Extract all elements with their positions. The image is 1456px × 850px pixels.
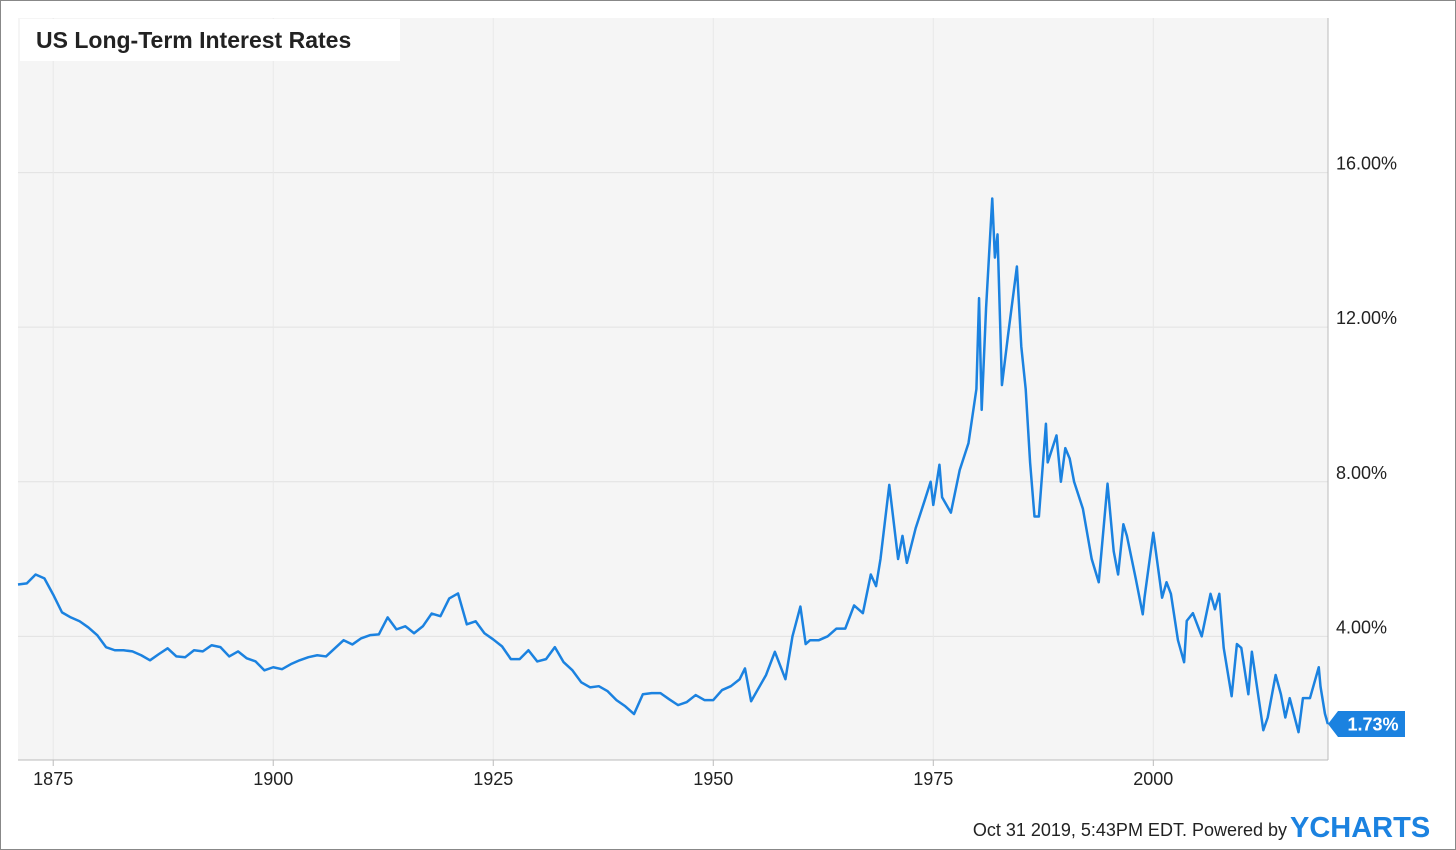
x-tick-label: 1975 [913,769,953,789]
y-tick-label: 12.00% [1336,308,1397,328]
grid [18,18,1328,760]
x-tick-label: 1950 [693,769,733,789]
y-tick-label: 4.00% [1336,617,1387,637]
chart-title: US Long-Term Interest Rates [36,27,351,53]
value-callout [1328,711,1405,738]
value-callout-label: 1.73% [1347,715,1398,735]
title-box [20,19,400,61]
x-tick-label: 1925 [473,769,513,789]
footer: Oct 31 2019, 5:43PM EDT. Powered by [973,820,1287,840]
y-tick-label: 16.00% [1336,154,1397,174]
series-line [17,197,1330,734]
x-tick-label: 1875 [33,769,73,789]
plot-area [18,18,1328,760]
brand-logo: YCHARTS [1290,812,1430,844]
x-tick-label: 2000 [1133,769,1173,789]
y-tick-label: 8.00% [1336,463,1387,483]
x-tick-label: 1900 [253,769,293,789]
